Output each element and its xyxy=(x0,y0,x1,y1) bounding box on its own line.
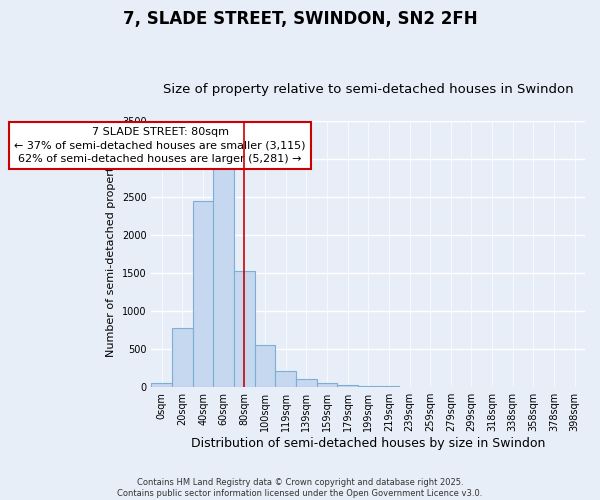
Bar xyxy=(317,384,337,387)
Title: Size of property relative to semi-detached houses in Swindon: Size of property relative to semi-detach… xyxy=(163,83,574,96)
Bar xyxy=(214,166,234,387)
Bar xyxy=(275,371,296,387)
Bar xyxy=(193,202,214,387)
Bar xyxy=(172,328,193,387)
Bar xyxy=(337,385,358,387)
Bar xyxy=(151,384,172,387)
Bar xyxy=(358,386,379,387)
Bar xyxy=(379,386,399,387)
Bar xyxy=(234,270,254,387)
Bar xyxy=(296,379,317,387)
Y-axis label: Number of semi-detached properties: Number of semi-detached properties xyxy=(106,151,116,357)
Text: 7, SLADE STREET, SWINDON, SN2 2FH: 7, SLADE STREET, SWINDON, SN2 2FH xyxy=(122,10,478,28)
Text: 7 SLADE STREET: 80sqm
← 37% of semi-detached houses are smaller (3,115)
62% of s: 7 SLADE STREET: 80sqm ← 37% of semi-deta… xyxy=(14,128,306,164)
Bar xyxy=(254,344,275,387)
X-axis label: Distribution of semi-detached houses by size in Swindon: Distribution of semi-detached houses by … xyxy=(191,437,545,450)
Text: Contains HM Land Registry data © Crown copyright and database right 2025.
Contai: Contains HM Land Registry data © Crown c… xyxy=(118,478,482,498)
